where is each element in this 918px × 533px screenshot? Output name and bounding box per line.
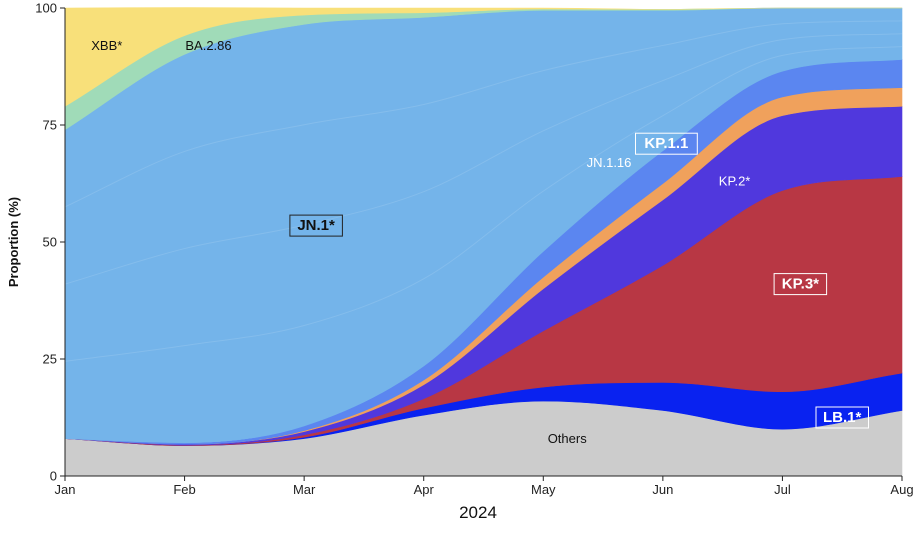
texture-line xyxy=(64,46,903,362)
y-tick-label: 50 xyxy=(43,235,57,250)
x-tick-label: Jul xyxy=(774,482,791,497)
label-kp-2: KP.2* xyxy=(719,174,751,189)
x-tick-label: Jan xyxy=(55,482,76,497)
label-box xyxy=(289,214,343,237)
axes: Jan Feb Mar Apr May Jun Jul Aug 0 25 50 75 100 xyxy=(35,1,913,498)
label-text: KP.1.1 xyxy=(644,135,688,152)
x-tick-label: Apr xyxy=(414,482,435,497)
label-others: Others xyxy=(548,431,588,446)
label-text: XBB* xyxy=(91,38,122,53)
label-text: BA.2.86 xyxy=(185,38,231,53)
x-tick-label: May xyxy=(531,482,556,497)
label-text: KP.2* xyxy=(719,174,751,189)
label-text: JN.1.16 xyxy=(587,155,632,170)
area-xbb xyxy=(64,7,902,107)
label-text: KP.3* xyxy=(782,276,819,293)
texture-line xyxy=(64,20,903,208)
x-tick-label: Feb xyxy=(173,482,195,497)
label-jn-1: JN.1* xyxy=(289,214,343,237)
y-axis-title: Proportion (%) xyxy=(6,197,21,287)
label-box xyxy=(815,406,869,429)
label-jn-1-16: JN.1.16 xyxy=(587,155,632,170)
label-box xyxy=(773,273,828,296)
label-lb-1: LB.1* xyxy=(815,406,869,429)
texture-line xyxy=(64,33,903,285)
x-tick-label: Jun xyxy=(652,482,673,497)
label-text: JN.1* xyxy=(297,217,335,234)
label-xbb: XBB* xyxy=(91,38,122,53)
label-kp-3: KP.3* xyxy=(773,273,828,296)
x-axis-title: 2024 xyxy=(459,503,497,522)
x-tick-label: Aug xyxy=(890,482,913,497)
y-tick-label: 75 xyxy=(43,118,57,133)
y-tick-label: 25 xyxy=(43,352,57,367)
x-tick-label: Mar xyxy=(293,482,316,497)
plot-area xyxy=(64,7,903,477)
series-labels: XBB* BA.2.86 JN.1* JN.1.16 KP.1.1 KP.2* KP.3* L… xyxy=(91,38,869,446)
label-text: LB.1* xyxy=(823,409,862,426)
y-tick-label: 0 xyxy=(50,469,57,484)
label-ba-2-86: BA.2.86 xyxy=(185,38,231,53)
label-text: Others xyxy=(548,431,588,446)
label-box xyxy=(635,132,698,155)
label-kp-1-1: KP.1.1 xyxy=(635,132,698,155)
y-tick-label: 100 xyxy=(35,1,57,16)
